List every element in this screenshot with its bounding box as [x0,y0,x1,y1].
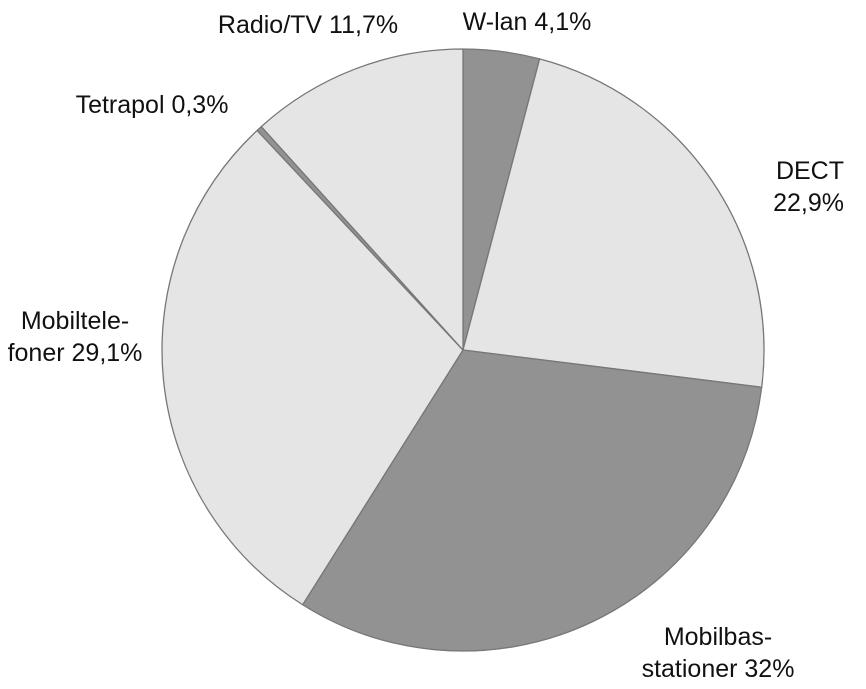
pie-slice-mobiltelefoner [161,129,464,606]
slice-label-line: Mobilbas- [664,623,772,651]
slice-label-mobilbasstationer: Mobilbas-stationer 32% [642,623,795,683]
labels-layer: W-lan 4,1% DECT 22,9% Mobilbas-stationer 32… [8,8,844,683]
pie-slice-mobilbasstationer [302,349,763,652]
slice-label-w-lan: W-lan 4,1% [463,8,592,36]
slice-label-line: 22,9% [773,189,844,217]
slices-layer [161,48,765,652]
pie-slice-dect [462,58,765,388]
slice-label-line: foner 29,1% [8,339,143,367]
slice-label-line: DECT [776,157,844,185]
slice-label-dect: DECT 22,9% [773,157,844,217]
slice-label-line: W-lan 4,1% [463,8,592,36]
slice-label-tetrapol: Tetrapol 0,3% [76,91,229,119]
slice-label-line: Tetrapol 0,3% [76,91,229,119]
slice-label-line: Radio/TV 11,7% [218,11,398,39]
slice-label-mobiltelefoner: Mobiltele-foner 29,1% [8,307,143,367]
pie-slice-radio-tv [260,48,464,351]
slice-label-radio-tv: Radio/TV 11,7% [218,11,398,39]
slice-label-line: Mobiltele- [21,307,129,335]
slice-label-line: stationer 32% [642,655,795,683]
